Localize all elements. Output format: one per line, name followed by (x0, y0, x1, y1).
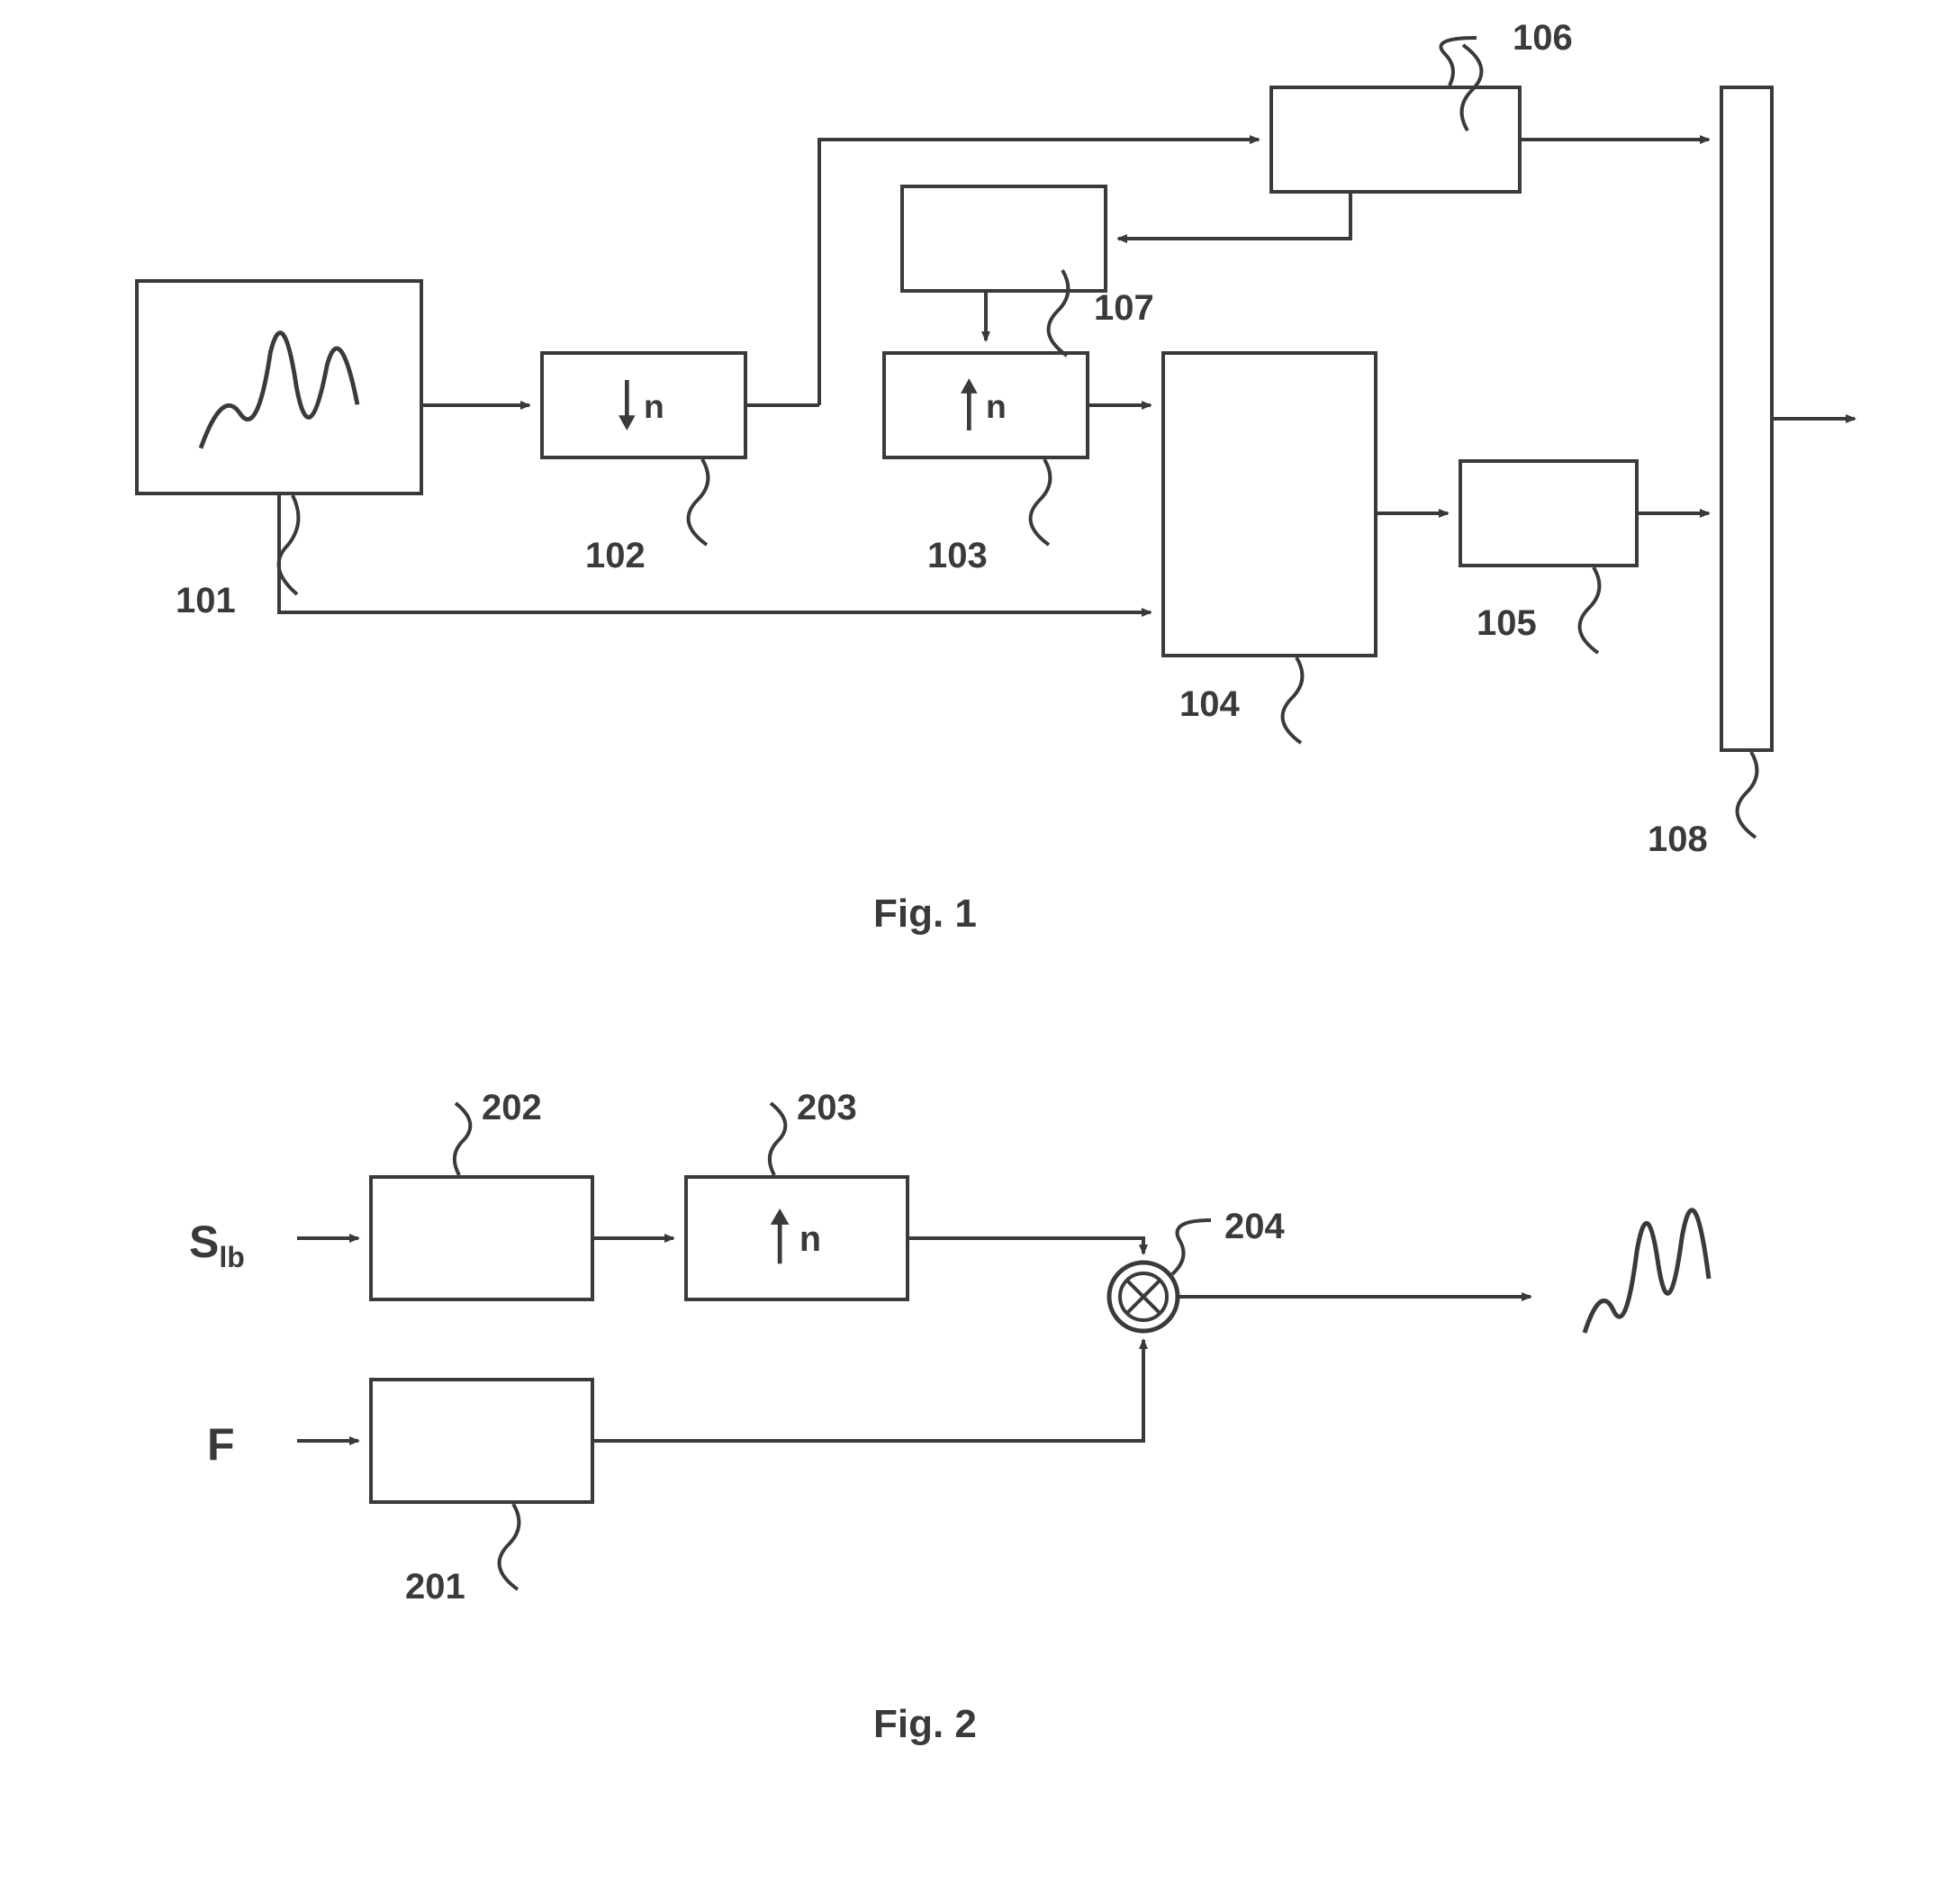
ref-204: 204 (1224, 1207, 1285, 1247)
fig2-wires (36, 36, 1924, 1865)
fig2-caption: Fig. 2 (873, 1702, 977, 1747)
ref-202: 202 (482, 1088, 542, 1128)
diagram-canvas: n n (36, 36, 1924, 1865)
mixer-204 (1109, 1263, 1178, 1331)
output-waveform-icon (1585, 1210, 1709, 1333)
ref-203: 203 (797, 1088, 857, 1128)
ref-201: 201 (405, 1567, 465, 1607)
